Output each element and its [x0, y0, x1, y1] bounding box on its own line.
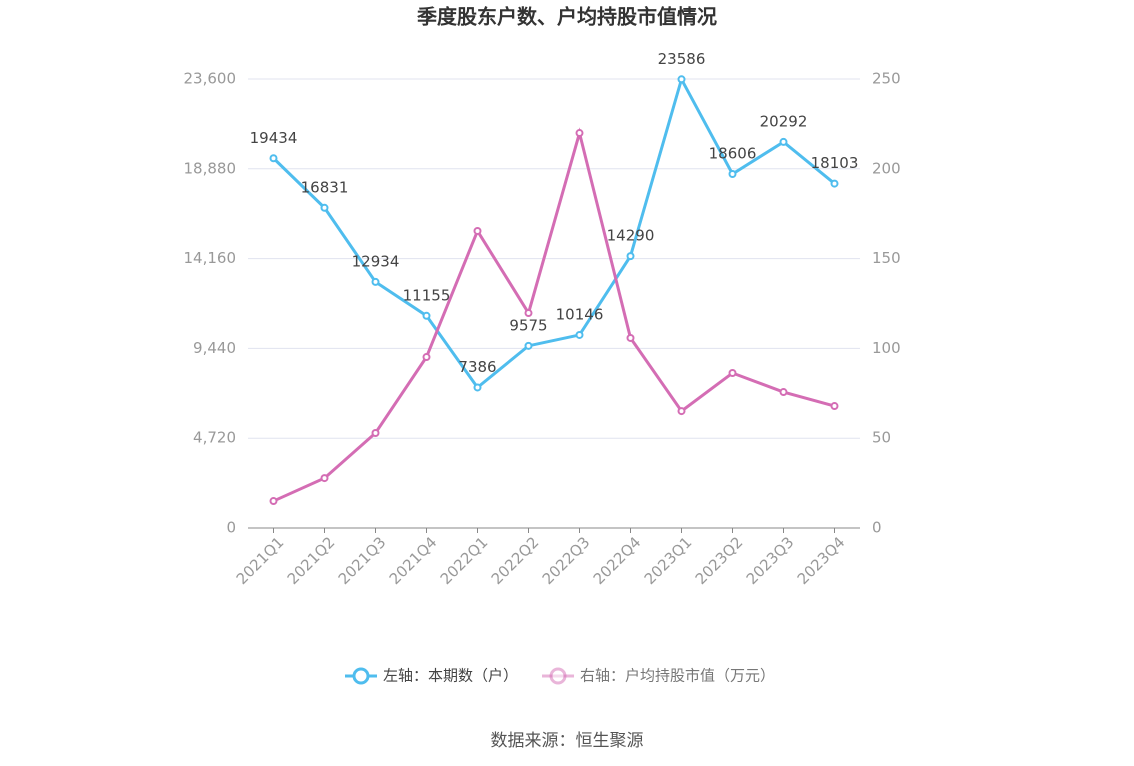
point [422, 311, 431, 320]
y2-tick-label: 250 [872, 70, 901, 88]
point [677, 407, 686, 416]
point [830, 179, 839, 188]
data-label: 16831 [301, 178, 349, 196]
point [320, 474, 329, 483]
data-label: 19434 [250, 129, 298, 147]
legend-label: 左轴：本期数（户） [383, 667, 518, 685]
y-tick-label: 18,880 [184, 159, 237, 177]
data-label: 23586 [658, 50, 706, 68]
point [626, 333, 635, 342]
x-tick-label: 2023Q2 [692, 533, 747, 588]
point [677, 75, 686, 84]
y-tick-label: 14,160 [184, 249, 237, 267]
legend-marker [549, 667, 567, 685]
y-tick-label: 4,720 [193, 429, 236, 447]
x-tick-label: 2021Q4 [386, 533, 441, 588]
data-label: 12934 [352, 252, 400, 270]
point [779, 388, 788, 397]
source: 数据来源：恒生聚源 [491, 731, 644, 751]
x-tick-label: 2022Q1 [437, 533, 492, 588]
point [524, 341, 533, 350]
point [728, 170, 737, 179]
point [575, 129, 584, 138]
data-label: 18606 [709, 145, 757, 163]
x-tick-label: 2022Q2 [488, 533, 543, 588]
point [575, 330, 584, 339]
x-tick-label: 2021Q2 [284, 533, 339, 588]
point [728, 369, 737, 378]
data-label: 14290 [607, 227, 655, 245]
series-line [272, 75, 836, 390]
y2-tick-label: 200 [872, 159, 901, 177]
y2-tick-label: 50 [872, 429, 891, 447]
point [473, 226, 482, 235]
point [269, 497, 278, 506]
y2-tick-label: 0 [872, 519, 882, 537]
legend-marker [352, 667, 370, 685]
point [320, 203, 329, 212]
point [626, 252, 635, 261]
x-tick-label: 2021Q3 [335, 533, 390, 588]
y2-tick-label: 100 [872, 339, 901, 357]
x-tick-label: 2021Q1 [233, 533, 288, 588]
y-tick-label: 9,440 [193, 339, 236, 357]
point [830, 402, 839, 411]
x-tick-label: 2023Q1 [641, 533, 696, 588]
point [473, 383, 482, 392]
data-label: 20292 [760, 112, 808, 130]
x-tick-label: 2022Q4 [590, 533, 645, 588]
y-tick-label: 23,600 [184, 70, 237, 88]
point [371, 428, 380, 437]
data-label: 7386 [458, 358, 496, 376]
point [422, 353, 431, 362]
point [269, 154, 278, 163]
series-line [272, 127, 835, 503]
data-label: 10146 [556, 305, 604, 323]
data-label: 18103 [811, 154, 859, 172]
data-label: 11155 [403, 286, 451, 304]
y-tick-label: 0 [226, 519, 236, 537]
data-label: 9575 [509, 316, 547, 334]
x-tick-label: 2023Q4 [794, 533, 849, 588]
y2-tick-label: 150 [872, 249, 901, 267]
point [524, 309, 533, 318]
legend-label: 右轴：户均持股市值（万元） [580, 667, 775, 685]
x-tick-label: 2023Q3 [743, 533, 798, 588]
point [371, 277, 380, 286]
point [779, 137, 788, 146]
chart-title: 季度股东户数、户均持股市值情况 [416, 5, 717, 29]
x-tick-label: 2022Q3 [539, 533, 594, 588]
